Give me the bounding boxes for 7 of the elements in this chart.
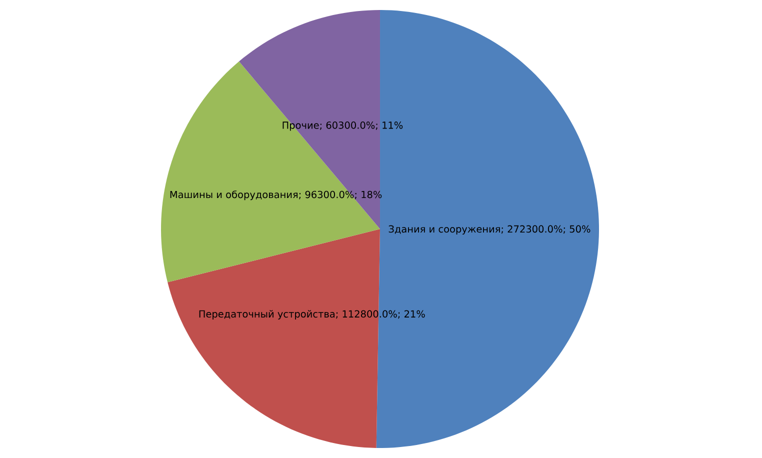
data-label: ; 60300.0%; 11% — [320, 122, 403, 130]
slice-label: Здания и сооружения — [388, 225, 500, 235]
slice-label: Прочие — [282, 122, 319, 131]
slice-label: Передаточный устройства — [199, 310, 335, 320]
data-label: ; 96300.0%; 18% — [299, 190, 382, 200]
slice-label: Машины и оборудования — [170, 190, 298, 200]
data-label: ; 272300.0%; 50% — [501, 225, 590, 234]
